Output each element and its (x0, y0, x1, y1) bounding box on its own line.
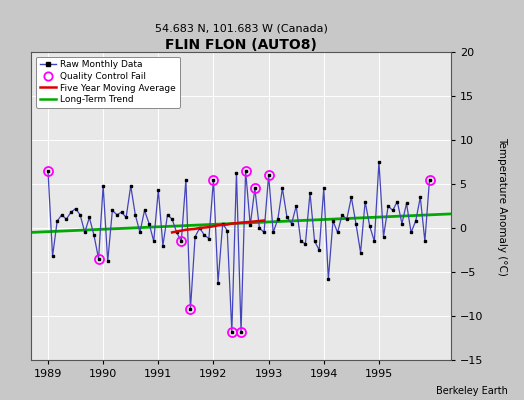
Text: Berkeley Earth: Berkeley Earth (436, 386, 508, 396)
Text: 54.683 N, 101.683 W (Canada): 54.683 N, 101.683 W (Canada) (155, 24, 328, 34)
Legend: Raw Monthly Data, Quality Control Fail, Five Year Moving Average, Long-Term Tren: Raw Monthly Data, Quality Control Fail, … (36, 56, 180, 108)
Y-axis label: Temperature Anomaly (°C): Temperature Anomaly (°C) (497, 136, 507, 276)
Title: FLIN FLON (AUTO8): FLIN FLON (AUTO8) (165, 38, 317, 52)
